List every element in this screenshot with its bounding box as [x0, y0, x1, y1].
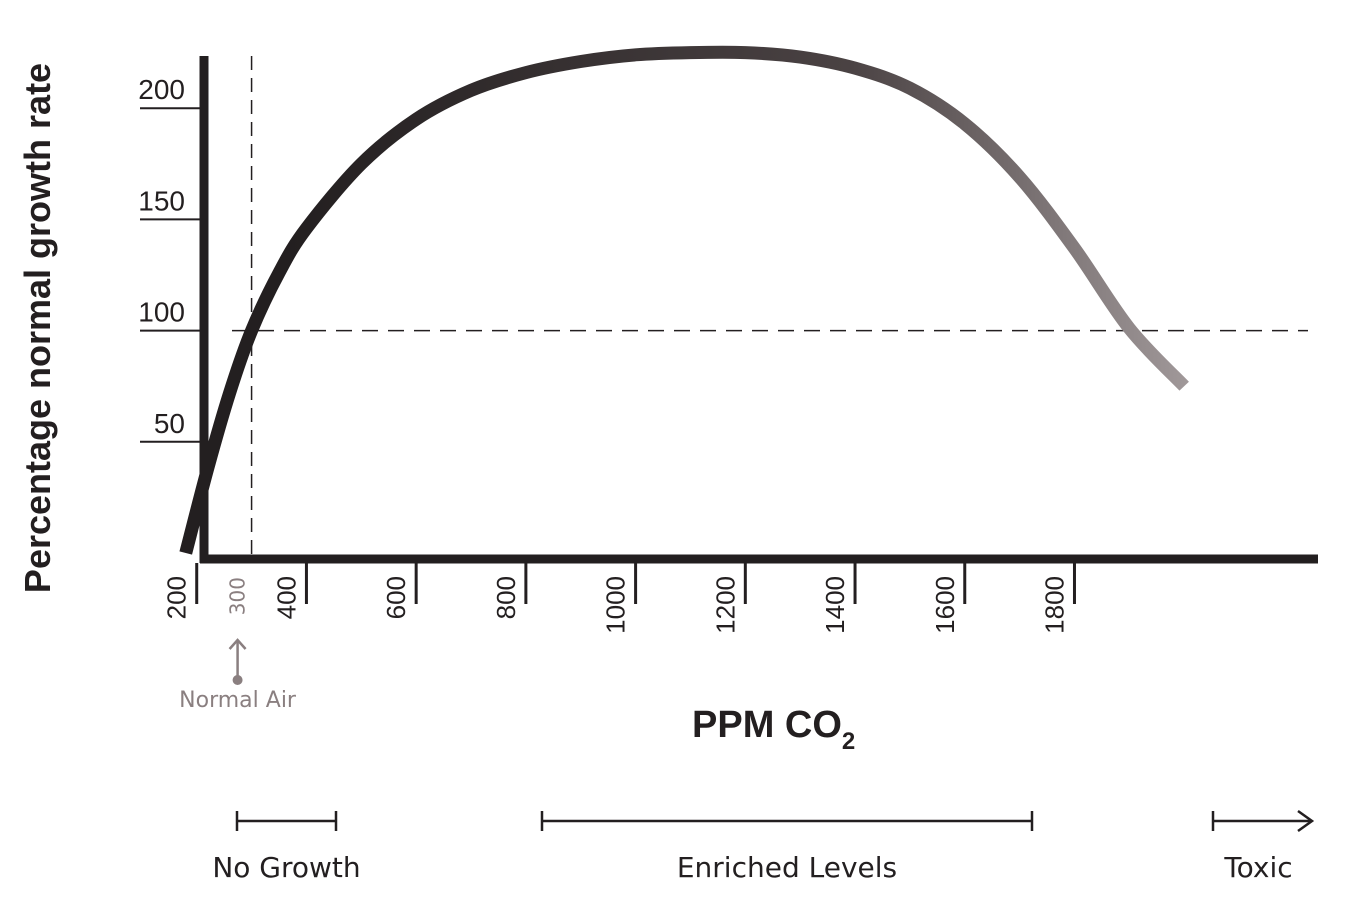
x-tick-label-1400: 1400: [820, 576, 850, 634]
range-no-growth: No Growth: [212, 811, 361, 884]
range-enriched-levels: Enriched Levels: [540, 811, 1034, 884]
x-tick-label-1800: 1800: [1039, 576, 1069, 634]
x-tick-label-1600: 1600: [930, 576, 960, 634]
annotation-dot: [232, 675, 243, 685]
range-brackets: No Growth Enriched Levels Toxic: [212, 809, 1315, 884]
y-axis-title: Percentage normal growth rate: [17, 63, 58, 593]
x-tick-label-400: 400: [271, 576, 301, 619]
x-axis-title-subscript: 2: [842, 728, 855, 755]
annotation-tick-label: 300: [226, 577, 250, 615]
arrow-head-icon: [228, 638, 247, 650]
y-axis-ticks: 50 100 150 200: [138, 74, 200, 443]
range-label: Enriched Levels: [677, 851, 897, 884]
x-tick-label-600: 600: [381, 576, 411, 619]
y-tick-label-100: 100: [138, 297, 185, 328]
growth-curve: [179, 45, 1189, 555]
x-tick-label-1000: 1000: [601, 576, 631, 634]
x-axis-ticks: 200 400 600 800 1000 1200 1400 1600 1800: [162, 563, 1076, 634]
arrow-right-icon: [1297, 809, 1315, 833]
y-tick-label-50: 50: [154, 408, 185, 439]
normal-air-label: Normal Air: [179, 688, 297, 713]
x-axis-title-main: PPM CO: [692, 704, 842, 746]
range-label: No Growth: [212, 851, 360, 884]
x-tick-label-200: 200: [162, 576, 192, 619]
y-tick-label-200: 200: [138, 74, 185, 105]
x-axis-title: PPM CO2: [692, 704, 855, 755]
y-tick-label-150: 150: [138, 185, 185, 216]
range-label: Toxic: [1223, 851, 1292, 884]
x-tick-label-800: 800: [491, 576, 521, 619]
range-toxic: Toxic: [1211, 809, 1315, 884]
x-tick-label-1200: 1200: [710, 576, 740, 634]
normal-air-annotation: 300 Normal Air: [179, 577, 297, 713]
